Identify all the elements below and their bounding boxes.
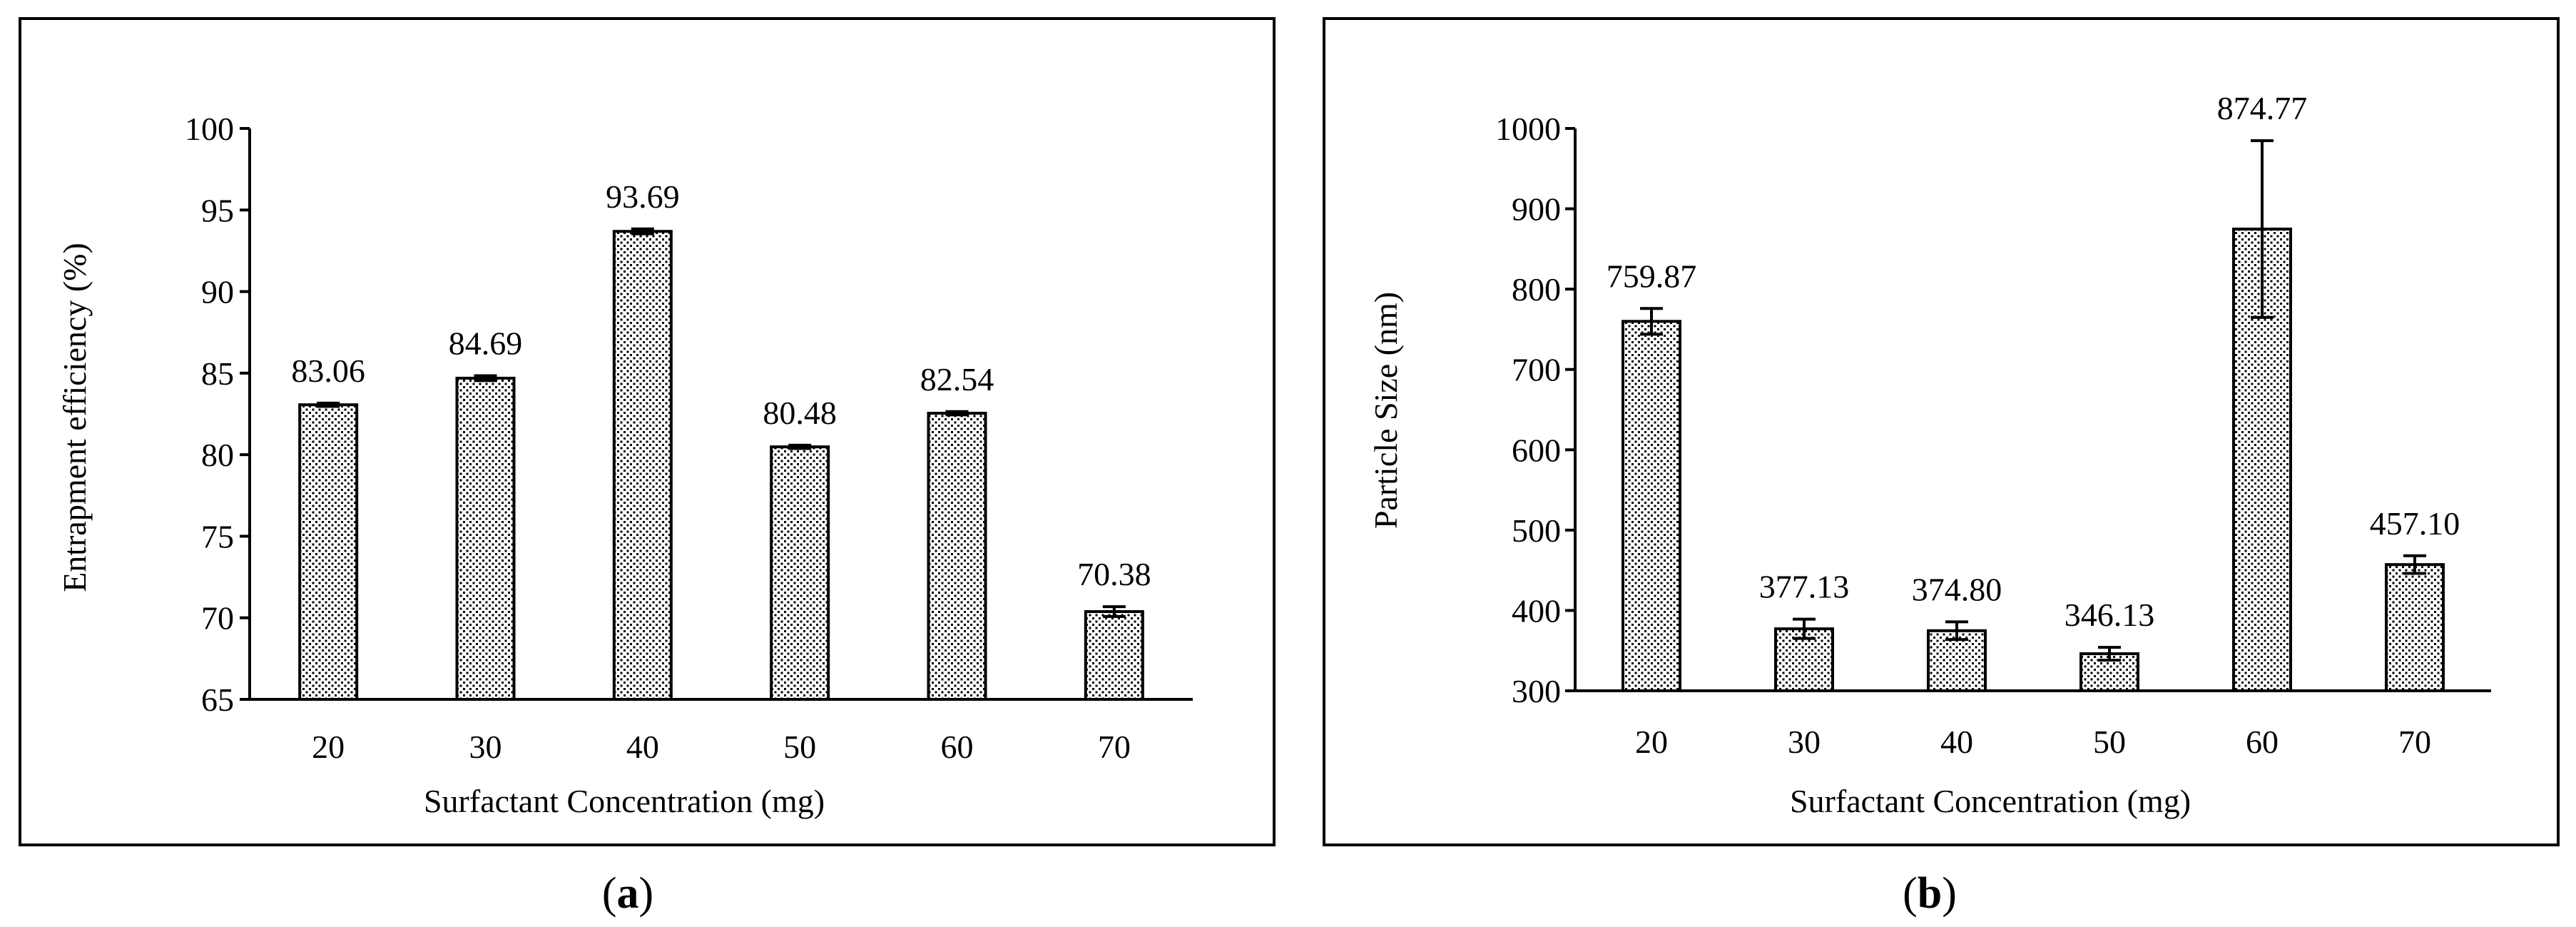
x-tick-label: 30 bbox=[469, 729, 502, 765]
x-tick-labels-a: 20 30 40 50 60 70 bbox=[312, 729, 1131, 765]
error-bar bbox=[1102, 605, 1126, 618]
error-bar bbox=[2251, 139, 2274, 319]
error-bar bbox=[1793, 617, 1816, 640]
y-tick-label: 700 bbox=[1512, 352, 1561, 388]
data-label: 874.77 bbox=[2217, 90, 2308, 126]
y-axis-a bbox=[240, 127, 251, 701]
x-tick-label: 60 bbox=[2246, 724, 2279, 760]
x-tick-labels-b: 20 30 40 50 60 70 bbox=[1635, 724, 2431, 760]
error-bar bbox=[788, 443, 812, 450]
error-bar bbox=[474, 374, 497, 383]
bar bbox=[927, 412, 987, 701]
bars-a bbox=[298, 230, 1144, 701]
y-tick-label: 70 bbox=[201, 600, 234, 637]
x-tick-label: 70 bbox=[1098, 729, 1131, 765]
bar bbox=[1622, 320, 1681, 693]
error-bar bbox=[2403, 554, 2426, 575]
y-tick-label: 900 bbox=[1512, 191, 1561, 228]
error-bar bbox=[317, 401, 340, 408]
error-bar bbox=[1945, 620, 1968, 642]
bar bbox=[455, 376, 516, 701]
y-tick-label: 75 bbox=[201, 518, 234, 554]
x-tick-label: 60 bbox=[941, 729, 974, 765]
error-bar bbox=[631, 227, 654, 235]
x-tick-label: 20 bbox=[312, 729, 345, 765]
chart-panel-a: 65 70 75 80 85 90 95 100 83.06 84.69 93.69 80.48 82… bbox=[19, 17, 1276, 846]
data-label: 84.69 bbox=[449, 325, 523, 362]
y-tick-label: 90 bbox=[201, 274, 234, 310]
bar bbox=[612, 230, 673, 701]
data-label: 457.10 bbox=[2370, 505, 2460, 542]
x-tick-label: 50 bbox=[2093, 724, 2126, 760]
data-label: 377.13 bbox=[1759, 569, 1850, 605]
panel-caption-b: (b) bbox=[1903, 869, 1957, 918]
error-bar bbox=[945, 410, 969, 417]
data-label: 70.38 bbox=[1077, 556, 1151, 592]
data-label: 83.06 bbox=[291, 353, 365, 389]
y-tick-labels-a: 65 70 75 80 85 90 95 100 bbox=[185, 111, 234, 718]
error-bars-b bbox=[1640, 139, 2426, 662]
y-tick-labels-b: 300 400 500 600 700 800 900 1000 bbox=[1495, 111, 1561, 709]
y-axis-title-a: Entrapment efficiency (%) bbox=[56, 243, 93, 592]
y-tick-label: 85 bbox=[201, 355, 234, 392]
y-axis-b bbox=[1565, 127, 1577, 692]
x-tick-label: 50 bbox=[783, 729, 816, 765]
panel-frame-b bbox=[1323, 17, 2560, 846]
x-tick-label: 70 bbox=[2398, 724, 2431, 760]
data-label: 346.13 bbox=[2065, 597, 2155, 633]
y-axis-title-b: Particle Size (nm) bbox=[1368, 292, 1404, 529]
y-tick-label: 95 bbox=[201, 192, 234, 228]
y-tick-label: 800 bbox=[1512, 271, 1561, 308]
bar bbox=[298, 403, 359, 701]
error-bar bbox=[2098, 646, 2121, 662]
data-label: 374.80 bbox=[1912, 571, 2002, 607]
y-tick-label: 100 bbox=[185, 111, 234, 147]
bar bbox=[1084, 610, 1144, 701]
bar bbox=[2385, 563, 2445, 692]
y-tick-label: 400 bbox=[1512, 592, 1561, 629]
bars-b bbox=[1622, 227, 2445, 693]
data-label: 82.54 bbox=[920, 361, 994, 397]
error-bars-a bbox=[317, 227, 1126, 618]
x-tick-label: 40 bbox=[1940, 724, 1973, 760]
panel-caption-a: (a) bbox=[602, 869, 653, 918]
y-tick-label: 80 bbox=[201, 437, 234, 473]
x-tick-label: 40 bbox=[626, 729, 659, 765]
y-tick-label: 500 bbox=[1512, 512, 1561, 549]
data-label: 80.48 bbox=[763, 395, 837, 431]
value-labels-b: 759.87 377.13 374.80 346.13 874.77 457.10 bbox=[1607, 90, 2460, 633]
panel-frame-a bbox=[19, 17, 1276, 846]
data-label: 759.87 bbox=[1607, 258, 1697, 294]
x-tick-label: 30 bbox=[1788, 724, 1821, 760]
x-axis-title-a: Surfactant Concentration (mg) bbox=[424, 783, 825, 819]
x-tick-label: 20 bbox=[1635, 724, 1668, 760]
bar bbox=[770, 445, 830, 701]
y-tick-label: 1000 bbox=[1495, 111, 1561, 147]
data-label: 93.69 bbox=[606, 178, 680, 215]
x-axis-title-b: Surfactant Concentration (mg) bbox=[1790, 783, 2191, 819]
value-labels-a: 83.06 84.69 93.69 80.48 82.54 70.38 bbox=[291, 178, 1151, 592]
y-tick-label: 300 bbox=[1512, 673, 1561, 709]
y-tick-label: 600 bbox=[1512, 432, 1561, 468]
error-bar bbox=[1640, 307, 1663, 336]
y-tick-label: 65 bbox=[201, 682, 234, 718]
chart-panel-b: 300 400 500 600 700 800 900 1000 759.87 377.13 37… bbox=[1323, 17, 2560, 846]
